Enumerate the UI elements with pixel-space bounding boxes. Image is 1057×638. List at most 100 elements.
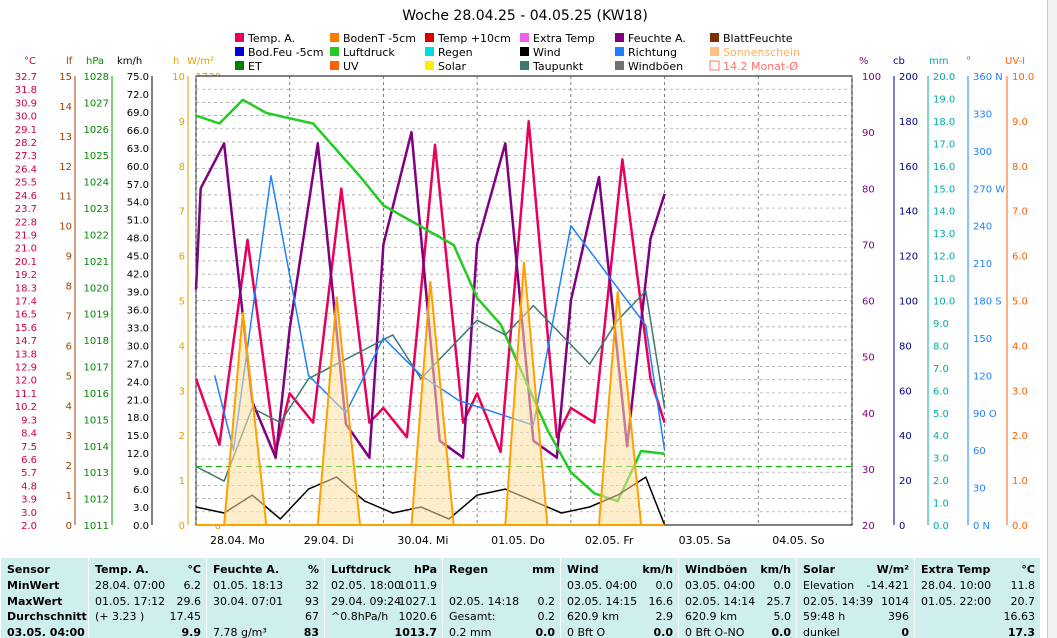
axis-tick-direction_deg: 150: [973, 334, 992, 345]
legend-swatch: [330, 33, 339, 42]
axis-tick-uv_index: 2.0: [1012, 431, 1028, 442]
legend-label: Solar: [438, 60, 467, 73]
axis-tick-rain_mm: 8.0: [933, 341, 949, 352]
legend-label: Regen: [438, 46, 473, 59]
axis-tick-leaf_wetness: 7: [66, 311, 72, 322]
stats-header: Feuchte A.: [213, 563, 280, 576]
stats-time: 02.05. 18:00: [331, 579, 402, 592]
axis-tick-temperature_c: 11.1: [15, 389, 37, 400]
chart-grid: [195, 76, 853, 525]
axis-tick-direction_deg: 270 W: [973, 184, 1005, 195]
stats-time: 02.05. 14:39: [803, 594, 874, 608]
axis-unit-rain_mm: mm: [929, 56, 948, 67]
legend-swatch: [615, 47, 624, 56]
legend-swatch: [425, 33, 434, 42]
legend-swatch: [615, 33, 624, 42]
stats-value: 9.9: [181, 625, 202, 638]
axis-tick-temperature_c: 23.7: [15, 204, 37, 215]
axis-tick-uv_index: 1.0: [1012, 476, 1028, 487]
axis-tick-pressure_hpa: 1025: [84, 151, 109, 162]
axis-tick-pressure_hpa: 1019: [84, 310, 109, 321]
stats-time: 620.9 km: [567, 610, 620, 623]
axis-tick-wind_kmh: 0.0: [133, 521, 149, 532]
axis-tick-wind_kmh: 12.0: [127, 449, 149, 460]
axis-tick-rain_mm: 2.0: [933, 476, 949, 487]
legend-label: Feuchte A.: [628, 32, 686, 45]
axis-tick-rain_mm: 16.0: [933, 162, 955, 173]
axis-tick-sunshine_h: 9: [179, 117, 185, 128]
axis-tick-rain_mm: 12.0: [933, 252, 955, 263]
axis-tick-sunshine_h: 1: [179, 476, 185, 487]
axis-tick-humidity_pct: 70: [862, 240, 875, 251]
axis-tick-temperature_c: 21.0: [15, 244, 37, 255]
legend-label: Taupunkt: [532, 60, 584, 73]
stats-row-label: MinWert: [7, 579, 60, 592]
axis-tick-sunshine_h: 8: [179, 162, 185, 173]
legend-label: Richtung: [628, 46, 677, 59]
legend-swatch: [425, 61, 434, 70]
legend-swatch: [425, 47, 434, 56]
stats-value: 5.0: [773, 610, 792, 623]
stats-time: 03.05. 04:00: [567, 579, 638, 592]
axis-tick-wind_kmh: 9.0: [133, 467, 149, 478]
stats-value: 0.0: [771, 625, 792, 638]
axis-tick-rain_mm: 14.0: [933, 207, 955, 218]
axis-tick-temperature_c: 8.4: [21, 429, 37, 440]
axis-tick-wind_kmh: 15.0: [127, 431, 149, 442]
axis-tick-rain_mm: 13.0: [933, 229, 955, 240]
stats-time: 620.9 km: [685, 610, 738, 623]
axis-tick-wind_kmh: 45.0: [127, 252, 149, 263]
axis-unit-sunshine_h: h: [173, 56, 179, 67]
axis-tick-leaf_wetness: 8: [66, 282, 72, 293]
axis-tick-leaf_wetness: 12: [59, 162, 72, 173]
stats-unit: km/h: [642, 563, 673, 576]
axis-tick-sunshine_h: 2: [179, 431, 185, 442]
stats-header: Wind: [567, 563, 599, 576]
stats-time: 0.2 mm: [449, 625, 492, 638]
stats-table: Sensor MinWert MaxWert Durchschnitt 03.05. 0…: [0, 558, 1040, 638]
stats-value: 0.2: [537, 610, 556, 623]
axis-tick-direction_deg: 90 O: [973, 409, 997, 420]
axis-tick-leaf_wetness: 4: [66, 401, 72, 412]
axis-tick-temperature_c: 30.0: [15, 112, 37, 123]
legend-label: Windböen: [628, 60, 683, 73]
axis-tick-temperature_c: 30.9: [15, 98, 37, 109]
axis-tick-wind_kmh: 42.0: [127, 270, 149, 281]
legend-label: Temp. A.: [247, 32, 295, 45]
axis-tick-temperature_c: 25.5: [15, 178, 37, 189]
stats-value: 1014: [881, 594, 909, 608]
stats-value: 16.63: [1003, 610, 1036, 623]
legend-label: Luftdruck: [343, 46, 395, 59]
x-tick-label: 28.04. Mo: [210, 534, 265, 547]
axis-tick-cloud_base: 0: [899, 521, 905, 532]
legend-swatch: [615, 61, 624, 70]
axis-tick-temperature_c: 2.0: [21, 521, 37, 532]
axis-tick-rain_mm: 0.0: [933, 521, 949, 532]
axis-tick-temperature_c: 5.7: [21, 468, 37, 479]
stats-time: 01.05. 17:12: [95, 594, 166, 608]
axis-tick-wind_kmh: 39.0: [127, 288, 149, 299]
axis-tick-leaf_wetness: 9: [66, 252, 72, 263]
axis-unit-uv_index: UV-I: [1005, 56, 1025, 67]
axis-tick-wind_kmh: 27.0: [127, 359, 149, 370]
stats-row-label: 03.05. 04:00: [7, 625, 85, 638]
axis-tick-humidity_pct: 20: [862, 521, 875, 532]
stats-value: 1011.9: [398, 579, 438, 592]
legend-swatch: [520, 33, 529, 42]
stats-time: 0 Bft O-NO: [685, 625, 745, 638]
legend-label: BodenT -5cm: [343, 32, 416, 45]
axis-tick-direction_deg: 240: [973, 222, 992, 233]
stats-value: 16.6: [648, 594, 674, 608]
axis-tick-temperature_c: 4.8: [21, 481, 37, 492]
series-feuchte-a-: [194, 130, 666, 459]
axis-tick-sunshine_h: 0: [179, 521, 185, 532]
axis-tick-temperature_c: 19.2: [15, 270, 37, 281]
axis-tick-solar_wm2: 0: [215, 521, 221, 532]
stats-value: -14.421: [866, 579, 909, 592]
x-tick-label: 04.05. So: [772, 534, 824, 547]
axis-tick-rain_mm: 3.0: [933, 454, 949, 465]
series-temp-a-: [194, 120, 666, 454]
stats-time: 7.78 g/m³: [213, 625, 267, 638]
axis-tick-pressure_hpa: 1023: [84, 204, 109, 215]
